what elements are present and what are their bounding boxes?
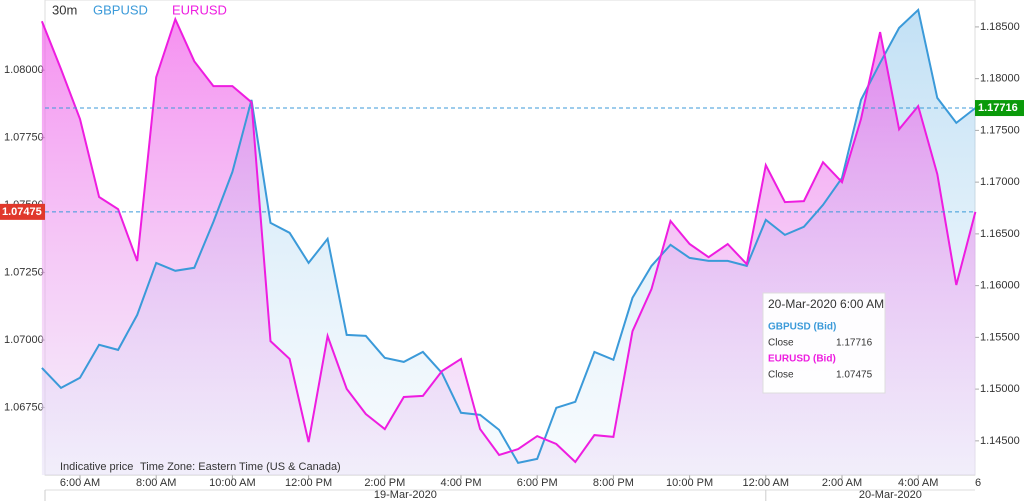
x-tick-label: 12:00 AM xyxy=(743,477,789,489)
x-tick-label: 6:00 AM xyxy=(60,477,100,489)
tooltip-series: EURUSD (Bid) xyxy=(768,354,836,365)
x-tick-label: 10:00 PM xyxy=(666,477,713,489)
y-tick-label: 1.07000 xyxy=(4,334,44,346)
legend-label: GBPUSD xyxy=(93,2,148,17)
x-edge-label: 6 xyxy=(975,477,981,489)
last-price-label: 1.17716 xyxy=(978,102,1018,114)
interval-label: 30m xyxy=(52,2,77,17)
y2-tick-label: 1.18000 xyxy=(980,73,1020,85)
tooltip-title: 20-Mar-2020 6:00 AM xyxy=(768,297,884,311)
y2-tick-label: 1.14500 xyxy=(980,435,1020,447)
y2-tick-label: 1.15000 xyxy=(980,383,1020,395)
line xyxy=(41,7,977,465)
x-tick-label: 8:00 AM xyxy=(136,477,176,489)
y2-tick-label: 1.16000 xyxy=(980,280,1020,292)
last-price-box xyxy=(0,203,45,220)
y-tick-label: 1.07750 xyxy=(4,132,44,144)
area xyxy=(41,19,976,475)
x-tick-label: 6:00 PM xyxy=(517,477,558,489)
y2-tick-label: 1.15500 xyxy=(980,331,1020,343)
legend-label: EURUSD xyxy=(172,2,227,17)
tooltip-value: 1.17716 xyxy=(836,338,873,349)
line xyxy=(40,16,977,464)
y2-tick-label: 1.17500 xyxy=(980,124,1020,136)
x-tick-label: 10:00 AM xyxy=(209,477,255,489)
x-tick-label: 12:00 PM xyxy=(285,477,332,489)
last-price-box xyxy=(975,100,1024,117)
tooltip-box xyxy=(762,292,886,394)
tooltip-label: Close xyxy=(768,338,794,349)
y2-tick-label: 1.16500 xyxy=(980,228,1020,240)
x-tick-label: 2:00 AM xyxy=(822,477,862,489)
date-label: 19-Mar-2020 xyxy=(374,489,437,501)
y-tick-label: 1.06750 xyxy=(4,401,44,413)
y2-tick-label: 1.17000 xyxy=(980,176,1020,188)
x-tick-label: 4:00 AM xyxy=(898,477,938,489)
y-tick-label: 1.08000 xyxy=(4,64,44,76)
x-tick-label: 8:00 PM xyxy=(593,477,634,489)
y2-tick-label: 1.18500 xyxy=(980,21,1020,33)
note: Indicative price xyxy=(60,461,133,473)
x-tick-label: 2:00 PM xyxy=(364,477,405,489)
date-label: 20-Mar-2020 xyxy=(859,489,922,501)
y-tick-label: 1.07250 xyxy=(4,266,44,278)
tooltip-label: Close xyxy=(768,370,794,381)
note: Time Zone: Eastern Time (US & Canada) xyxy=(140,461,341,473)
tooltip-series: GBPUSD (Bid) xyxy=(768,322,836,333)
tooltip-value: 1.07475 xyxy=(836,370,873,381)
x-tick-label: 4:00 PM xyxy=(441,477,482,489)
last-price-label: 1.07475 xyxy=(2,206,42,218)
